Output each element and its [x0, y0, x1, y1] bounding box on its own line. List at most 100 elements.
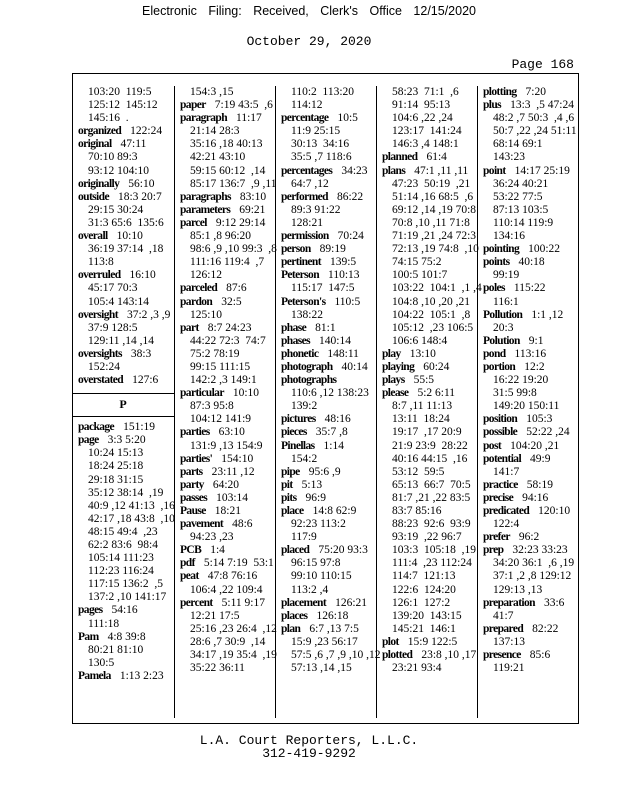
index-term: person	[281, 243, 311, 256]
index-entry: overall 10:10 36:19 37:14 ,18 113:8	[73, 230, 174, 269]
entry-line: parties 63:10	[175, 426, 276, 439]
index-term: Peterson	[281, 269, 320, 282]
page-line-ref: 103:22 104:1 ,1 ,4	[392, 282, 482, 295]
entry-line: party 64:20	[175, 479, 276, 492]
page-line-ref: 137:13	[493, 635, 525, 648]
index-term: parts	[180, 465, 203, 478]
entry-line: plot 15:9 122:5	[377, 636, 478, 649]
index-term: percentages	[281, 164, 333, 177]
page-line-ref: 111:4 ,23 112:24	[392, 557, 472, 570]
index-term: pertinent	[281, 256, 322, 269]
entry-line: playing 60:24	[377, 361, 478, 374]
page-line-ref: 92:23 113:2	[291, 518, 346, 531]
page-line-ref: 104:20 ,21	[510, 439, 560, 452]
page-line-ref: 154:2	[291, 452, 318, 465]
index-term: overall	[78, 230, 108, 243]
page-line-ref: 104:6 ,22 ,24	[392, 112, 453, 125]
index-entry: percent 5:11 9:17 12:21 17:5 25:16 ,23 26:4…	[175, 597, 277, 676]
page-line-ref: 99:19	[493, 269, 520, 282]
entry-line: parties' 154:10	[175, 453, 276, 466]
page-line-ref: 12:2	[524, 360, 545, 373]
page-line-ref: 55:5	[413, 374, 435, 387]
page-line-ref: 34:17 ,19 35:4 ,19	[190, 649, 277, 662]
index-entry: original 47:11 70:10 89:3 93:12 104:10	[73, 138, 174, 177]
page-line-ref: 128:21	[291, 216, 323, 229]
page-line-ref: 131:9 ,13 154:9	[190, 439, 263, 452]
index-entry: plus 13:3 ,5 47:24 48:2 ,7 50:3 ,4 ,6 50:7 …	[478, 99, 579, 164]
index-term: pointing	[483, 243, 520, 256]
page-line-ref: 48:2 ,7 50:3 ,4 ,6	[493, 112, 575, 125]
index-term: paragraphs	[180, 190, 231, 203]
index-term: parties'	[180, 452, 213, 465]
page-line-ref: 129:11 ,14 ,14	[88, 334, 155, 347]
index-entry: preparation 33:6 41:7	[478, 597, 579, 623]
page-line-ref: 54:16	[111, 604, 138, 617]
page-line-ref: 104:22 105:1 ,8	[392, 308, 471, 321]
index-term: Pollution	[483, 308, 523, 321]
index-entry: poles 115:22 116:1	[478, 282, 579, 308]
page-line-ref: 115:17 147:5	[291, 282, 355, 295]
entry-line: phase 81:1	[276, 322, 377, 335]
page-line-ref: 10:5	[337, 112, 358, 125]
index-term: prefer	[483, 531, 510, 544]
index-entry: placed 75:20 93:3 96:15 97:8 99:10 110:15 11…	[276, 544, 377, 596]
index-term: pits	[281, 491, 297, 504]
page-line-ref: 105:3	[526, 413, 553, 426]
index-term: pdf	[180, 557, 195, 570]
page-line-ref: 105:12 ,23 106:5	[392, 321, 474, 334]
page-line-ref: 115:22	[513, 282, 546, 295]
page-line-ref: 122:24	[130, 125, 163, 138]
page-line-ref: 42:21 43:10	[190, 151, 246, 164]
entry-line: play 13:10	[377, 348, 478, 361]
index-term: pavement	[180, 518, 224, 531]
page-line-ref: 141:7	[493, 465, 520, 478]
index-term: pages	[78, 604, 103, 617]
page-line-ref: 139:2	[291, 400, 318, 413]
index-entry: Pause 18:21	[175, 505, 276, 518]
entry-line: pointing 100:22	[478, 243, 579, 256]
index-entry: photographs 110:6 ,12 138:23 139:2	[276, 374, 377, 413]
page-line-ref: 142:2 ,3 149:1	[190, 374, 257, 387]
index-entry: please 5:2 6:11 8:7 ,11 11:13 13:11 18:24 19…	[377, 387, 478, 636]
page-line-ref: 95:6 ,9	[308, 465, 341, 478]
index-term: plans	[382, 164, 406, 177]
index-term: original	[78, 138, 112, 151]
page-line-ref: 110:6 ,12 138:23	[291, 387, 369, 400]
index-term: particular	[180, 387, 224, 400]
page-line-ref: 15:9 ,23 56:17	[291, 635, 358, 648]
page-line-ref: 5:14 7:19 53:1	[203, 557, 274, 570]
page-line-ref: 13:10	[409, 347, 436, 360]
index-term: potential	[483, 452, 522, 465]
page-line-ref: 110:2 113:20	[291, 86, 355, 98]
index-entry: Pam 4:8 39:8 80:21 81:10 130:5	[73, 631, 174, 670]
entry-line: original 47:11	[73, 138, 174, 151]
page-line-ref: 140:14	[319, 334, 351, 347]
page-line-ref: 36:19 37:14 ,18	[88, 243, 164, 256]
page-line-ref: 53:22 77:5	[493, 190, 543, 203]
index-term: pieces	[281, 426, 307, 439]
page-line-ref: 8:7 24:23	[207, 321, 252, 334]
page-line-ref: 70:10 89:3	[88, 151, 138, 164]
index-term: photographs	[281, 374, 337, 387]
entry-line: precise 94:16	[478, 492, 579, 505]
index-term: party	[180, 478, 204, 491]
entry-line: plans 47:1 ,11 ,11	[377, 165, 478, 178]
index-entry: planned 61:4	[377, 151, 478, 164]
index-term: phase	[281, 321, 307, 334]
page-line-ref: 104:8 ,10 ,20 ,21	[392, 295, 470, 308]
entry-line: please 5:2 6:11	[377, 387, 478, 400]
index-entry: part 8:7 24:23 44:22 72:3 74:7 75:2 78:19 99…	[175, 322, 276, 387]
page-line-ref: 110:14 119:9	[493, 216, 554, 229]
page-line-ref: 110:5	[334, 295, 361, 308]
page-line-ref: 69:12 ,14 ,19 70:8	[392, 203, 477, 216]
entry-line: presence 85:6	[478, 649, 579, 662]
page-line-ref: 1:4	[210, 544, 225, 557]
page-line-ref: 5:2 6:11	[417, 387, 456, 400]
entry-line: pit 5:13	[276, 479, 377, 492]
page-line-ref: 81:7 ,21 ,22 83:5	[392, 491, 471, 504]
page-line-ref: 23:21 93:4	[392, 662, 442, 675]
index-entry: peat 47:8 76:16 106:4 ,22 109:4	[175, 570, 276, 596]
entry-line: paragraph 11:17	[175, 112, 276, 125]
entry-line: oversights 38:3	[73, 348, 174, 361]
entry-line: pertinent 139:5	[276, 256, 377, 269]
